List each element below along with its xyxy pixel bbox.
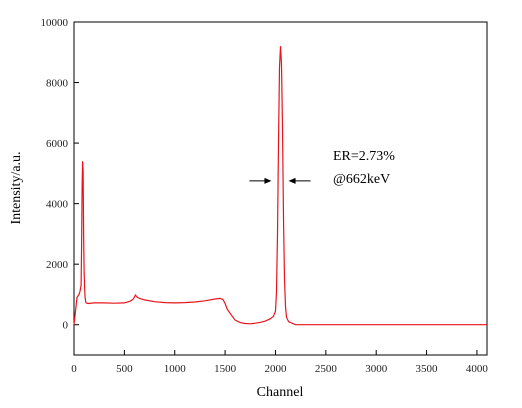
x-tick-label: 2000 <box>264 363 287 375</box>
x-tick-label: 3500 <box>416 363 439 375</box>
annotation-energy: @662keV <box>333 172 390 187</box>
series-line <box>73 46 487 326</box>
y-tick-label: 2000 <box>46 259 69 271</box>
plot-frame <box>73 21 488 356</box>
x-tick-label: 3000 <box>365 363 388 375</box>
x-ticks: 0 500 1000 1500 2000 2500 3000 3500 4000 <box>71 350 488 375</box>
x-axis-label: Channel <box>257 385 304 400</box>
x-tick-label: 500 <box>116 363 133 375</box>
x-tick-label: 2500 <box>315 363 338 375</box>
y-tick-label: 6000 <box>46 138 69 150</box>
x-tick-label: 4000 <box>466 363 489 375</box>
annotation-energy-resolution: ER=2.73% <box>333 149 395 164</box>
y-tick-label: 8000 <box>46 78 69 90</box>
y-tick-label: 4000 <box>46 199 69 211</box>
y-ticks: 0 2000 4000 6000 8000 10000 <box>41 17 79 332</box>
arrow-left-head <box>264 177 272 184</box>
x-tick-label: 0 <box>71 363 77 375</box>
x-tick-label: 1000 <box>164 363 187 375</box>
x-tick-label: 1500 <box>214 363 237 375</box>
y-tick-label: 0 <box>63 320 69 332</box>
y-tick-label: 10000 <box>41 17 69 29</box>
annotation: ER=2.73% @662keV <box>249 149 395 187</box>
y-axis-label: Intensity/a.u. <box>9 151 24 224</box>
arrow-right-head <box>288 177 296 184</box>
